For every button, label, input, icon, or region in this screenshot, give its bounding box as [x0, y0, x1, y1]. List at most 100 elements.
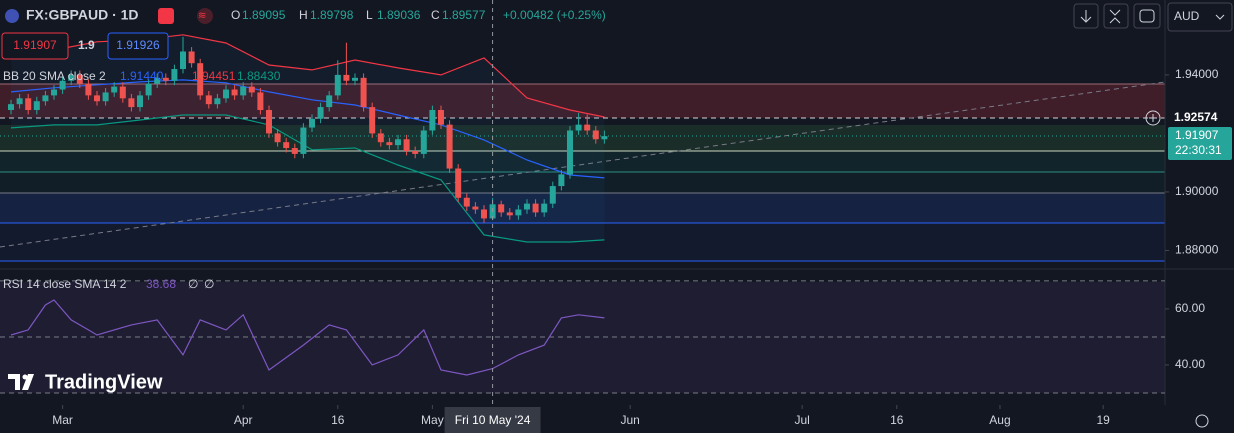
candle-body — [145, 83, 152, 96]
candle-body — [205, 95, 212, 105]
zone — [0, 125, 1165, 151]
add-button[interactable] — [1145, 110, 1161, 126]
status-icon: ≋ — [198, 11, 206, 22]
sell-price: 1.91907 — [13, 38, 57, 52]
ohlc-key: O — [231, 8, 240, 22]
band-lower — [10, 114, 605, 243]
candle-body — [300, 127, 307, 154]
x-tick-label: May — [421, 413, 444, 427]
ohlc-value: 1.89036 — [377, 8, 421, 22]
candle-body — [16, 98, 23, 105]
candle-body — [102, 92, 109, 102]
candle-body — [68, 74, 75, 81]
candle-body — [480, 209, 487, 219]
rsi-value: ∅ — [204, 277, 214, 291]
candle-body — [592, 130, 599, 140]
y-tick-label: 1.88000 — [1175, 243, 1219, 257]
candle-body — [197, 63, 204, 96]
candle-body — [180, 51, 187, 70]
button[interactable] — [1133, 3, 1161, 29]
candle-body — [601, 136, 608, 140]
y-tick-label: 1.90000 — [1175, 184, 1219, 198]
candle-body — [42, 95, 49, 102]
candle-body — [317, 107, 324, 119]
line-price-label: 1.92574 — [1174, 110, 1218, 124]
candle-body — [446, 124, 453, 169]
icon — [1080, 10, 1092, 23]
bb-value: 1.91440 — [120, 69, 164, 83]
rsi-value: ∅ — [188, 277, 198, 291]
crosshair-label: Fri 10 May '24 — [455, 413, 531, 427]
rsi-value: 38.68 — [146, 277, 176, 291]
candle-body — [412, 150, 419, 154]
x-tick-label: 16 — [890, 413, 904, 427]
currency-select[interactable] — [1167, 2, 1233, 32]
x-tick-label: 19 — [1096, 413, 1110, 427]
candle-body — [94, 95, 101, 102]
candle-body — [128, 98, 135, 108]
y-tick-label: 40.00 — [1175, 357, 1205, 371]
ohlc-value: 1.89798 — [310, 8, 354, 22]
candle-body — [498, 204, 505, 213]
candle-body — [85, 83, 92, 96]
y-tick-label: 1.94000 — [1175, 67, 1219, 81]
candle-body — [222, 89, 229, 99]
candle-body — [532, 203, 539, 213]
candle-body — [240, 86, 247, 96]
candle-body — [291, 148, 298, 154]
zone — [0, 172, 1165, 193]
candle-body — [506, 212, 513, 216]
zone — [0, 223, 1165, 261]
x-tick-label: Aug — [989, 413, 1010, 427]
candle-body — [334, 74, 341, 96]
candle-body — [257, 92, 264, 111]
x-tick-label: Mar — [52, 413, 73, 427]
icon — [1139, 9, 1155, 23]
candle-body — [171, 69, 178, 81]
candle-body — [111, 86, 118, 93]
x-tick-label: Jun — [621, 413, 640, 427]
rsi-line — [10, 299, 605, 376]
header: FX:GBPAUD · 1D ≋ — [5, 7, 213, 24]
candle-body — [558, 174, 565, 187]
candle-body — [51, 89, 58, 96]
rsi-band — [0, 282, 1165, 393]
status-icon — [158, 8, 174, 24]
candle-body — [248, 86, 255, 93]
candle-body — [463, 197, 470, 207]
band-basis — [10, 79, 605, 179]
candle-body — [25, 98, 32, 111]
sell-button[interactable] — [1, 32, 69, 60]
candle-body — [584, 124, 591, 131]
candle-body — [549, 186, 556, 204]
settings-button[interactable] — [1195, 414, 1209, 428]
buy-button[interactable] — [107, 32, 169, 60]
y-tick-label: 60.00 — [1175, 301, 1205, 315]
button[interactable] — [1073, 3, 1099, 29]
last-price: 1.91907 — [1175, 128, 1219, 142]
button[interactable] — [1103, 3, 1129, 29]
candle-body — [283, 142, 290, 149]
candle-body — [541, 203, 548, 213]
candle-body — [59, 80, 66, 90]
candle-body — [523, 203, 530, 210]
x-tick-label: Apr — [234, 413, 253, 427]
zone — [0, 151, 1165, 172]
candle-body — [403, 139, 410, 151]
candle-body — [455, 168, 462, 198]
candle-body — [420, 130, 427, 154]
candle-body — [377, 133, 384, 143]
candle-body — [515, 209, 522, 216]
ohlc-key: L — [366, 8, 373, 22]
ohlc-value: 1.89577 — [442, 8, 486, 22]
icon — [1149, 114, 1157, 122]
candle-body — [214, 98, 221, 105]
toolbar: AUD — [1073, 2, 1233, 32]
zone — [0, 193, 1165, 223]
bb-value: 1.88430 — [237, 69, 281, 83]
candle-body — [360, 77, 367, 108]
icon — [1109, 9, 1121, 24]
candle-body — [162, 77, 169, 81]
candle-body — [386, 142, 393, 146]
